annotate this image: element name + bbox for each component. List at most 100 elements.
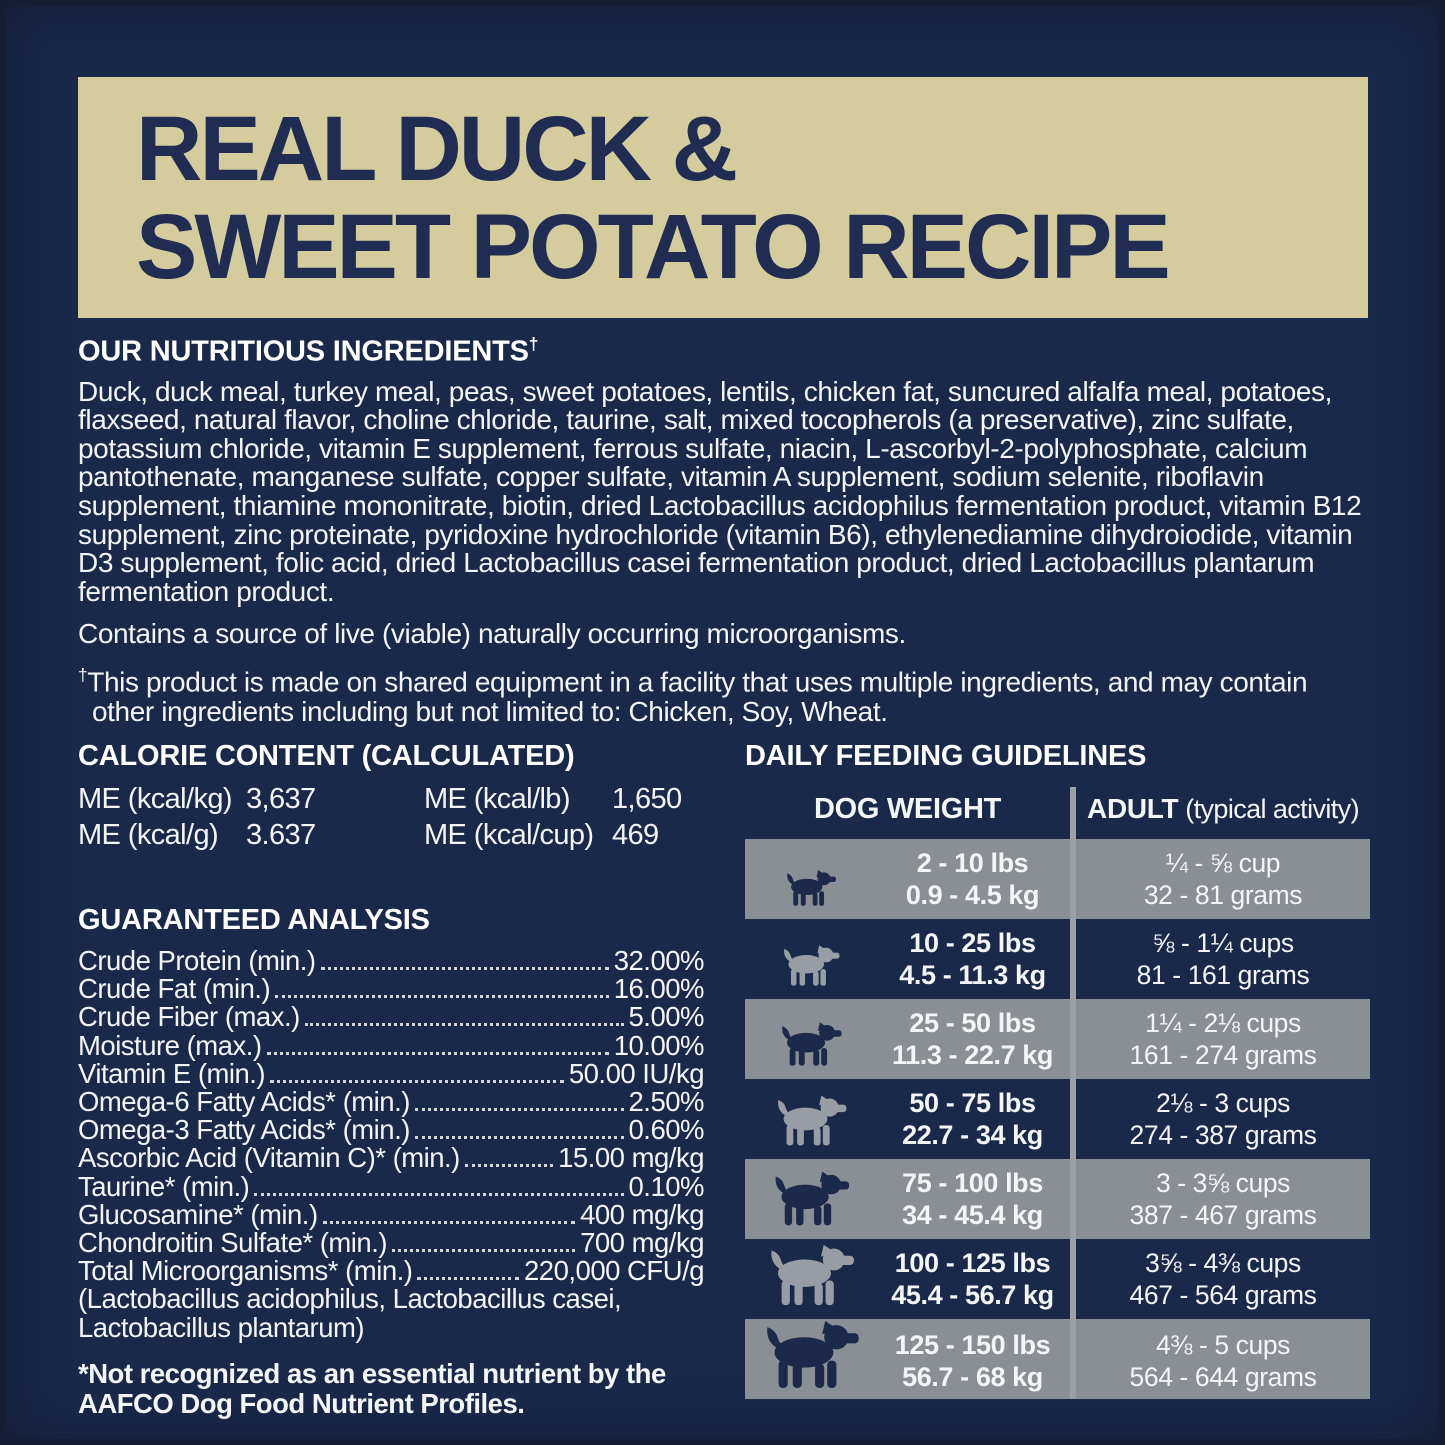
weight-kg: 11.3 - 22.7 kg [891,1040,1053,1070]
column-divider [1070,787,1076,1399]
serving-grams: 274 - 387 grams [1129,1120,1317,1150]
weight-range: 100 - 125 lbs 45.4 - 56.7 kg [875,1247,1070,1311]
serving-range: 4⅜ - 5 cups 564 - 644 grams [1076,1329,1370,1393]
great-dane-dog-icon [769,1170,851,1227]
calorie-value: 3,637 [246,783,316,815]
ingredients-list: Duck, duck meal, turkey meal, peas, swee… [78,375,1362,607]
ingredients-heading-text: OUR NUTRITIOUS INGREDIENTS [78,335,529,368]
analysis-label: Taurine* (min.) [78,1170,250,1202]
feeding-heading: DAILY FEEDING GUIDELINES [745,740,1147,772]
serving-cups: 1¼ - 2⅛ cups [1145,1008,1301,1038]
calorie-heading: CALORIE CONTENT (CALCULATED) [78,740,575,772]
left-column: CALORIE CONTENT (CALCULATED) ME (kcal/kg… [78,740,705,1419]
title-banner: REAL DUCK & SWEET POTATO RECIPE [78,77,1368,318]
analysis-value: 15.00 mg/kg [558,1142,704,1174]
serving-cups: 2⅛ - 3 cups [1155,1088,1291,1118]
analysis-continuation: (Lactobacillus acidophilus, Lactobacillu… [78,1283,622,1315]
chihuahua-dog-icon [783,869,837,907]
allergen-note: †This product is made on shared equipmen… [78,661,1372,725]
analysis-rows: Crude Protein (min.) 32.00% Crude Fat (mi… [78,946,705,1344]
feeding-rows: 2 - 10 lbs 0.9 - 4.5 kg ¼ - ⅝ cup 32 - 81 … [745,839,1370,1399]
analysis-label: Chondroitin Sulfate* (min.) [78,1227,388,1259]
french-bulldog-icon [779,944,841,987]
serving-range: 2⅛ - 3 cups 274 - 387 grams [1076,1087,1370,1151]
analysis-row: Crude Fat (min.) 16.00% [78,973,705,1005]
analysis-label: Crude Fat (min.) [78,973,271,1005]
feeding-table-header: DOG WEIGHT ADULT (typical activity) [745,787,1370,831]
product-title-line1: REAL DUCK & [136,97,738,200]
analysis-row: Glucosamine* (min.) 400 mg/kg [78,1198,704,1230]
large-dog-icon [759,1319,861,1390]
calorie-label: ME (kcal/cup) [424,819,594,851]
weight-range: 125 - 150 lbs 56.7 - 68 kg [875,1329,1070,1393]
dot-leader [392,1249,576,1253]
adult-label: ADULT [1087,793,1179,824]
weight-range: 2 - 10 lbs 0.9 - 4.5 kg [875,847,1070,911]
calorie-content-section: CALORIE CONTENT (CALCULATED) ME (kcal/kg… [78,740,704,852]
serving-range: 1¼ - 2⅛ cups 161 - 274 grams [1076,1007,1370,1071]
dot-leader [270,1079,564,1083]
allergen-note-text: This product is made on shared equipment… [87,666,1308,727]
dot-leader [320,967,609,970]
serving-cups: 4⅜ - 5 cups [1155,1329,1291,1360]
calorie-table: ME (kcal/kg) 3,637 ME (kcal/lb) 1,650 ME… [78,783,704,852]
dot-leader [275,995,609,999]
serving-grams: 81 - 161 grams [1136,960,1310,990]
analysis-continuation: Lactobacillus plantarum) [78,1312,365,1344]
feeding-row: 125 - 150 lbs 56.7 - 68 kg 4⅜ - 5 cups 564… [745,1319,1370,1399]
calorie-label: ME (kcal/lb) [424,783,570,815]
analysis-row: Crude Protein (min.) 32.00% [78,946,705,975]
guaranteed-analysis-section: GUARANTEED ANALYSIS Crude Protein (min.)… [78,904,705,1419]
calorie-value: 3.637 [246,819,316,851]
dog-weight-column-header: DOG WEIGHT [813,792,1002,825]
weight-range: 10 - 25 lbs 4.5 - 11.3 kg [875,927,1070,991]
feeding-row: 50 - 75 lbs 22.7 - 34 kg 2⅛ - 3 cups 274 -… [745,1079,1370,1159]
analysis-value: 5.00% [628,1001,705,1033]
analysis-row: Ascorbic Acid (Vitamin C)* (min.) 15.00 m… [78,1144,704,1172]
typical-activity-label: (typical activity) [1178,794,1359,824]
medium-dog-icon [772,1094,848,1147]
serving-cups: 3 - 3⅝ cups [1155,1168,1291,1198]
weight-kg: 34 - 45.4 kg [902,1200,1043,1230]
weight-kg: 0.9 - 4.5 kg [905,880,1040,910]
weight-lbs: 50 - 75 lbs [909,1088,1036,1118]
analysis-value: 700 mg/kg [580,1227,704,1259]
weight-lbs: 25 - 50 lbs [909,1008,1036,1038]
analysis-label: Crude Fiber (max.) [78,1001,300,1033]
aafco-footnote-line1: *Not recognized as an essential nutrient… [78,1357,666,1389]
dot-leader [254,1192,624,1196]
analysis-heading: GUARANTEED ANALYSIS [78,904,430,936]
analysis-row: Chondroitin Sulfate* (min.) 700 mg/kg [78,1227,704,1259]
analysis-label: Vitamin E (min.) [78,1057,266,1089]
ingredients-heading: OUR NUTRITIOUS INGREDIENTS† [78,334,1372,369]
serving-grams: 387 - 467 grams [1129,1200,1317,1230]
adult-column-header: ADULT (typical activity) [1076,793,1370,825]
analysis-row: Taurine* (min.) 0.10% [78,1170,705,1202]
serving-cups: ¼ - ⅝ cup [1165,848,1281,878]
dot-leader [304,1023,624,1027]
serving-range: ⅝ - 1¼ cups 81 - 161 grams [1076,927,1370,991]
analysis-value: 220,000 CFU/g [524,1255,705,1287]
aafco-footnote-line2: AAFCO Dog Food Nutrient Profiles. [78,1387,525,1419]
analysis-value: 2.50% [628,1086,705,1118]
feeding-row: 25 - 50 lbs 11.3 - 22.7 kg 1¼ - 2⅛ cups 16… [745,999,1370,1079]
serving-grams: 564 - 644 grams [1129,1361,1317,1392]
analysis-label: Total Microorganisms* (min.) [78,1255,413,1287]
analysis-row: Omega-6 Fatty Acids* (min.) 2.50% [78,1086,705,1118]
analysis-label: Omega-3 Fatty Acids* (min.) [78,1114,410,1146]
analysis-value: 400 mg/kg [580,1198,704,1230]
analysis-value: 0.10% [628,1170,705,1202]
analysis-row: Total Microorganisms* (min.) 220,000 CFU/… [78,1255,705,1287]
analysis-value: 16.00% [613,973,705,1005]
analysis-row: Crude Fiber (max.) 5.00% [78,1001,705,1033]
weight-lbs: 100 - 125 lbs [894,1248,1051,1278]
aafco-footnote: *Not recognized as an essential nutrient… [78,1357,704,1419]
dot-leader [414,1108,624,1112]
feeding-row: 100 - 125 lbs 45.4 - 56.7 kg 3⅝ - 4⅜ cups… [745,1239,1370,1319]
calorie-value: 469 [612,819,659,851]
dot-leader [464,1164,554,1168]
weight-lbs: 125 - 150 lbs [894,1329,1051,1360]
weight-kg: 4.5 - 11.3 kg [899,960,1046,990]
serving-grams: 467 - 564 grams [1129,1280,1317,1310]
